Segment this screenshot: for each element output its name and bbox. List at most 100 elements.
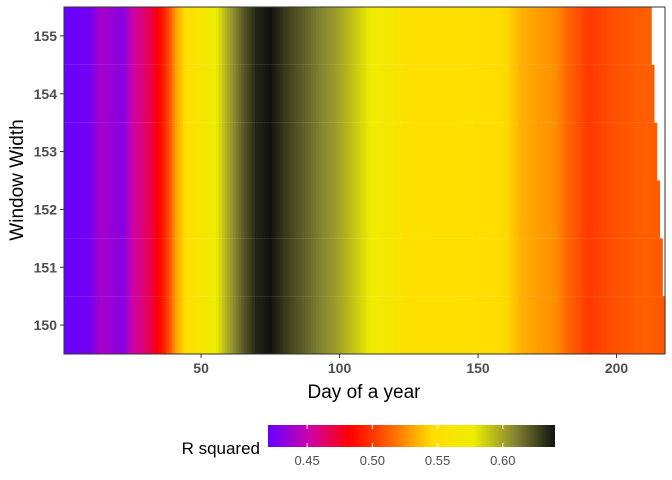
heatmap-cell — [631, 122, 636, 181]
heatmap-cell — [551, 122, 555, 181]
heatmap-cell — [501, 7, 505, 65]
y-tick-label: 152 — [34, 201, 58, 217]
heatmap-cell — [327, 7, 331, 65]
heatmap-cell — [509, 296, 514, 354]
heatmap-cell — [487, 296, 492, 354]
heatmap-cell — [169, 64, 173, 123]
heatmap-cell — [637, 180, 641, 239]
heatmap-cell — [410, 122, 414, 181]
heatmap-cell — [576, 296, 580, 354]
heatmap-cell — [133, 64, 137, 123]
heatmap-cell — [166, 122, 170, 181]
plot-border — [63, 6, 666, 355]
heatmap-cell — [285, 180, 289, 239]
heatmap-cell — [606, 64, 611, 123]
heatmap-cell — [559, 64, 564, 123]
heatmap-cell — [496, 7, 500, 65]
heatmap-cell — [573, 180, 577, 239]
heatmap-cell — [224, 296, 229, 354]
heatmap-cell — [221, 122, 226, 181]
heatmap-cell — [568, 180, 572, 239]
heatmap-cell — [595, 296, 600, 354]
heatmap-cell — [210, 180, 215, 239]
heatmap-cell — [518, 296, 522, 354]
heatmap-cell — [526, 7, 530, 65]
heatmap-cell — [354, 238, 359, 297]
heatmap-cell — [498, 296, 503, 354]
heatmap-cell — [532, 122, 536, 181]
heatmap-cell — [327, 122, 331, 181]
heatmap-cell — [379, 238, 384, 297]
heatmap-cell — [357, 7, 361, 65]
heatmap-cell — [177, 238, 181, 297]
heatmap-cell — [296, 122, 301, 181]
heatmap-cell — [601, 122, 605, 181]
heatmap-cell — [568, 238, 572, 297]
heatmap-cell — [116, 64, 120, 123]
heatmap-cell — [368, 122, 373, 181]
heatmap-cell — [124, 7, 129, 65]
heatmap-cell — [642, 64, 647, 123]
heatmap-cell — [379, 64, 384, 123]
heatmap-cell — [329, 64, 334, 123]
heatmap-cell — [354, 64, 359, 123]
heatmap-cell — [216, 238, 220, 297]
heatmap-cell — [296, 238, 301, 297]
heatmap-cell — [147, 238, 151, 297]
heatmap-cell — [468, 296, 472, 354]
heatmap-cell — [94, 7, 98, 65]
heatmap-cell — [213, 238, 217, 297]
heatmap-cell — [122, 7, 126, 65]
heatmap-cell — [595, 64, 600, 123]
heatmap-cell — [249, 180, 253, 239]
heatmap-cell — [346, 122, 350, 181]
heatmap-cell — [230, 122, 234, 181]
heatmap-cell — [252, 64, 256, 123]
heatmap-cell — [401, 7, 406, 65]
heatmap-cell — [183, 64, 187, 123]
heatmap-cell — [534, 296, 539, 354]
heatmap-cell — [244, 296, 248, 354]
heatmap-cell — [520, 122, 525, 181]
heatmap-cell — [91, 64, 96, 123]
heatmap-cell — [335, 122, 339, 181]
heatmap-cell — [532, 180, 536, 239]
heatmap-cell — [147, 64, 151, 123]
heatmap-cell — [277, 296, 281, 354]
heatmap-cell — [75, 180, 79, 239]
heatmap-cell — [606, 122, 611, 181]
heatmap-cell — [288, 296, 292, 354]
heatmap-cell — [199, 122, 204, 181]
heatmap-cell — [282, 296, 287, 354]
heatmap-cell — [202, 64, 206, 123]
heatmap-cell — [448, 238, 453, 297]
heatmap-cell — [194, 7, 198, 65]
heatmap-cell — [166, 64, 170, 123]
heatmap-cell — [260, 64, 265, 123]
heatmap-cell — [473, 180, 478, 239]
heatmap-cell — [388, 296, 392, 354]
heatmap-cell — [169, 296, 173, 354]
heatmap-cell — [232, 238, 237, 297]
heatmap-cell — [512, 180, 517, 239]
heatmap-cell — [543, 7, 547, 65]
heatmap-cell — [412, 7, 417, 65]
heatmap-cell — [440, 296, 445, 354]
heatmap-cell — [141, 238, 145, 297]
heatmap-cell — [604, 64, 608, 123]
heatmap-cell — [205, 296, 209, 354]
heatmap-cell — [388, 7, 392, 65]
heatmap-cell — [515, 296, 519, 354]
heatmap-cell — [482, 180, 486, 239]
heatmap-cell — [338, 7, 342, 65]
heatmap-cell — [224, 7, 229, 65]
heatmap-cell — [108, 296, 112, 354]
heatmap-cell — [385, 238, 389, 297]
heatmap-cell — [252, 296, 256, 354]
heatmap-cell — [208, 238, 212, 297]
heatmap-cell — [363, 7, 367, 65]
heatmap-cell — [424, 7, 428, 65]
heatmap-cell — [241, 238, 245, 297]
heatmap-cell — [321, 122, 325, 181]
heatmap-cell — [94, 238, 98, 297]
